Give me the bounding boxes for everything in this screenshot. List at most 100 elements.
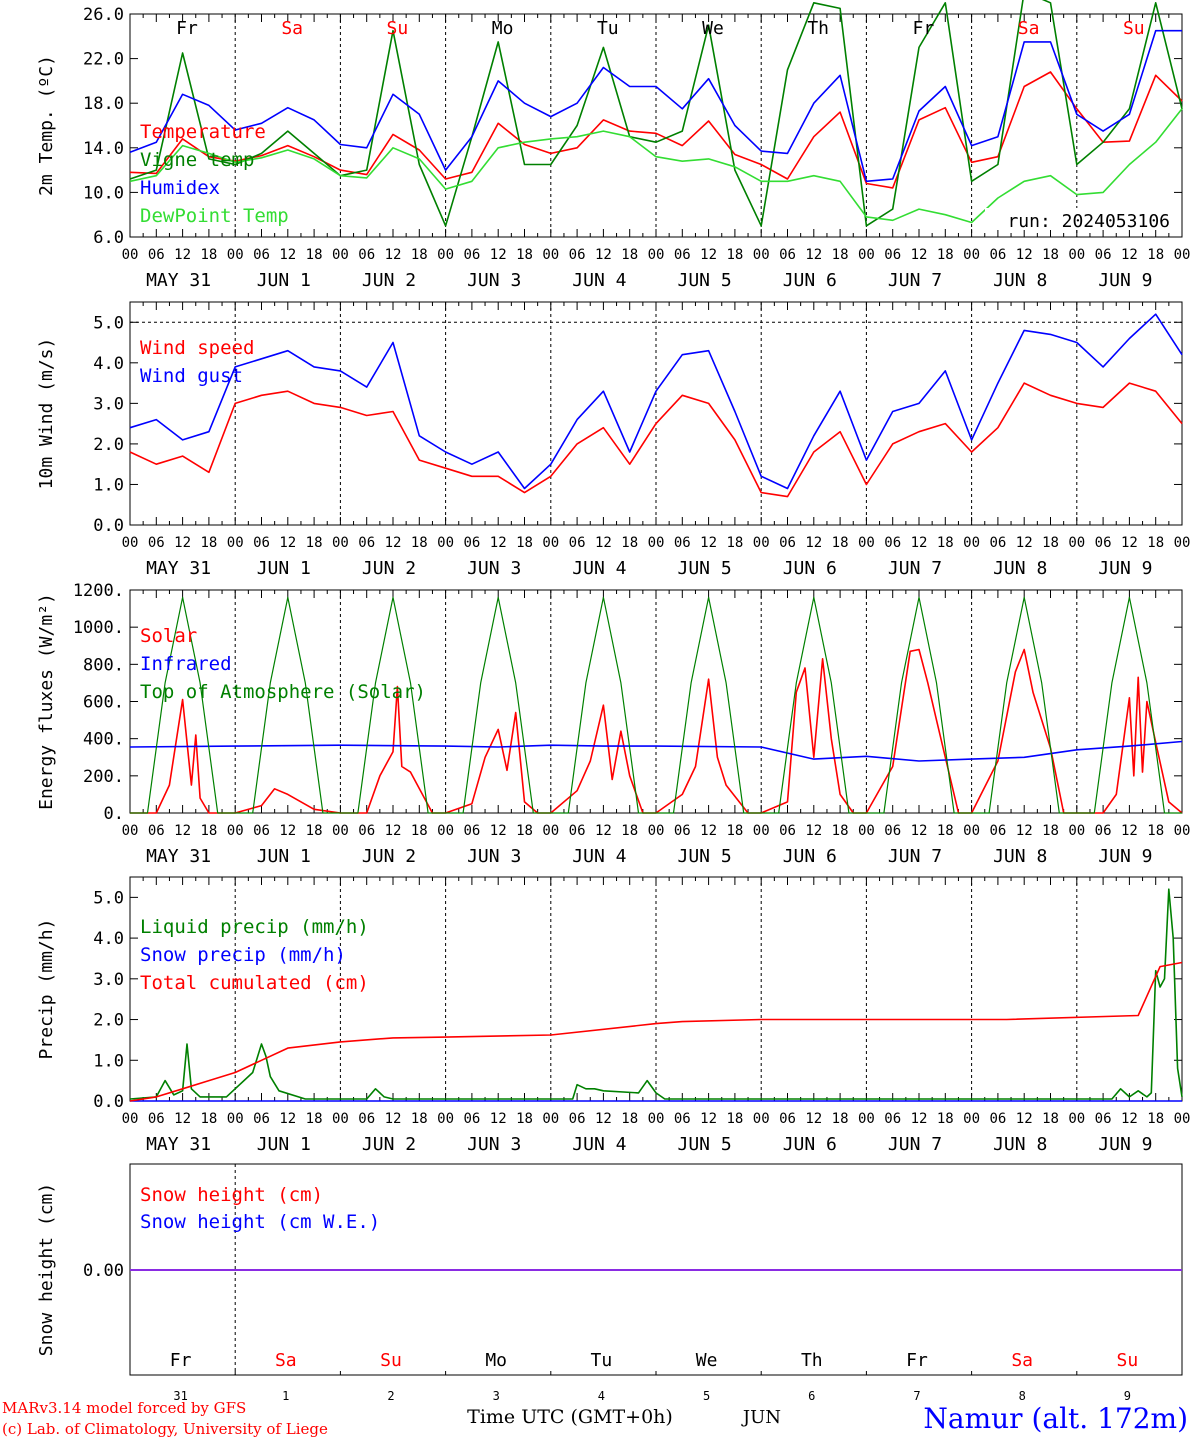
x-hour-label: 06 bbox=[1095, 535, 1112, 551]
y-tick-label: 3.0 bbox=[93, 970, 124, 990]
series-toa-day bbox=[971, 596, 1077, 814]
x-hour-label: 00 bbox=[122, 247, 139, 263]
x-hour-label: 00 bbox=[437, 1111, 454, 1127]
day-number: 5 bbox=[703, 1389, 710, 1403]
month-label: JUN bbox=[741, 1407, 781, 1428]
series-temperature bbox=[129, 71, 1183, 189]
x-hour-label: 18 bbox=[1147, 535, 1164, 551]
footer-copyright: (c) Lab. of Climatology, University of L… bbox=[2, 1420, 328, 1438]
y-tick-label: 22.0 bbox=[83, 50, 124, 70]
x-hour-label: 18 bbox=[516, 535, 533, 551]
x-hour-label: 06 bbox=[779, 1111, 796, 1127]
x-hour-label: 18 bbox=[937, 247, 954, 263]
x-date-label: JUN 8 bbox=[993, 1134, 1047, 1155]
x-hour-label: 12 bbox=[490, 1111, 507, 1127]
legend-total-cumulated-cm-: Total cumulated (cm) bbox=[140, 972, 369, 994]
x-hour-label: 12 bbox=[279, 535, 296, 551]
y-tick-label: 600. bbox=[83, 693, 124, 713]
series-toa-day bbox=[866, 596, 972, 814]
x-hour-label: 00 bbox=[963, 535, 980, 551]
series-wind-speed bbox=[129, 382, 1183, 498]
x-hour-label: 18 bbox=[411, 823, 428, 839]
x-hour-label: 00 bbox=[858, 823, 875, 839]
x-hour-label: 06 bbox=[884, 535, 901, 551]
x-date-label: JUN 6 bbox=[783, 270, 837, 291]
x-hour-label: 12 bbox=[700, 247, 717, 263]
x-hour-label: 18 bbox=[832, 247, 849, 263]
x-hour-label: 18 bbox=[516, 247, 533, 263]
x-hour-label: 18 bbox=[726, 823, 743, 839]
x-hour-label: 00 bbox=[858, 535, 875, 551]
day-name-bottom: Fr bbox=[170, 1350, 192, 1371]
run-label: run: 2024053106 bbox=[1007, 211, 1170, 232]
x-hour-label: 06 bbox=[569, 535, 586, 551]
x-hour-label: 00 bbox=[1068, 1111, 1085, 1127]
x-hour-label: 00 bbox=[227, 247, 244, 263]
x-hour-label: 00 bbox=[542, 1111, 559, 1127]
x-date-label: MAY 31 bbox=[146, 558, 211, 579]
x-date-label: JUN 3 bbox=[467, 1134, 521, 1155]
y-tick-label: 0.0 bbox=[93, 1092, 124, 1112]
y-axis-label: Snow height (cm) bbox=[36, 1183, 57, 1356]
x-hour-label: 00 bbox=[542, 247, 559, 263]
day-name-top: Su bbox=[1123, 18, 1145, 39]
x-hour-label: 00 bbox=[1174, 823, 1191, 839]
x-hour-label: 06 bbox=[989, 247, 1006, 263]
y-tick-label: 18.0 bbox=[83, 94, 124, 114]
x-hour-label: 12 bbox=[490, 823, 507, 839]
x-hour-label: 18 bbox=[832, 535, 849, 551]
series-toa-day bbox=[340, 596, 446, 814]
x-hour-label: 00 bbox=[122, 535, 139, 551]
x-date-label: JUN 3 bbox=[467, 558, 521, 579]
x-hour-label: 06 bbox=[148, 823, 165, 839]
x-hour-label: 12 bbox=[385, 247, 402, 263]
x-date-label: JUN 4 bbox=[572, 270, 626, 291]
x-hour-label: 18 bbox=[832, 823, 849, 839]
x-hour-label: 18 bbox=[306, 823, 323, 839]
x-hour-label: 12 bbox=[805, 823, 822, 839]
x-date-label: MAY 31 bbox=[146, 1134, 211, 1155]
day-name-top: Su bbox=[387, 18, 409, 39]
x-hour-label: 00 bbox=[542, 535, 559, 551]
x-hour-label: 00 bbox=[1174, 247, 1191, 263]
footer-model: MARv3.14 model forced by GFS bbox=[2, 1399, 246, 1417]
y-tick-label: 1200. bbox=[73, 581, 124, 601]
x-hour-label: 18 bbox=[621, 1111, 638, 1127]
x-hour-label: 00 bbox=[437, 823, 454, 839]
x-date-label: JUN 5 bbox=[678, 270, 732, 291]
y-tick-label: 6.0 bbox=[93, 228, 124, 248]
x-hour-label: 18 bbox=[516, 1111, 533, 1127]
y-tick-label: 400. bbox=[83, 730, 124, 750]
legend-snow-height-cm-: Snow height (cm) bbox=[140, 1184, 323, 1206]
x-hour-label: 18 bbox=[621, 823, 638, 839]
x-date-label: JUN 4 bbox=[572, 1134, 626, 1155]
x-hour-label: 18 bbox=[1147, 823, 1164, 839]
x-hour-label: 06 bbox=[674, 1111, 691, 1127]
x-hour-label: 18 bbox=[200, 823, 217, 839]
x-date-label: JUN 6 bbox=[783, 1134, 837, 1155]
x-hour-label: 12 bbox=[1121, 247, 1138, 263]
x-hour-label: 12 bbox=[174, 823, 191, 839]
x-date-label: JUN 7 bbox=[888, 1134, 942, 1155]
x-hour-label: 06 bbox=[1095, 1111, 1112, 1127]
x-hour-label: 00 bbox=[227, 823, 244, 839]
x-hour-label: 18 bbox=[516, 823, 533, 839]
x-hour-label: 12 bbox=[911, 823, 928, 839]
y-tick-label: 5.0 bbox=[93, 313, 124, 333]
x-hour-label: 18 bbox=[200, 1111, 217, 1127]
x-hour-label: 06 bbox=[148, 247, 165, 263]
x-hour-label: 12 bbox=[595, 823, 612, 839]
day-number: 2 bbox=[387, 1389, 394, 1403]
x-hour-label: 06 bbox=[989, 823, 1006, 839]
x-hour-label: 18 bbox=[411, 535, 428, 551]
y-tick-label: 2.0 bbox=[93, 1011, 124, 1031]
y-tick-label: 0.00 bbox=[83, 1261, 124, 1281]
y-tick-label: 0. bbox=[104, 804, 124, 824]
x-date-label: MAY 31 bbox=[146, 846, 211, 867]
day-number: 6 bbox=[808, 1389, 815, 1403]
y-tick-label: 4.0 bbox=[93, 354, 124, 374]
x-hour-label: 18 bbox=[1042, 535, 1059, 551]
x-hour-label: 00 bbox=[963, 1111, 980, 1127]
x-hour-label: 12 bbox=[490, 535, 507, 551]
y-tick-label: 800. bbox=[83, 655, 124, 675]
